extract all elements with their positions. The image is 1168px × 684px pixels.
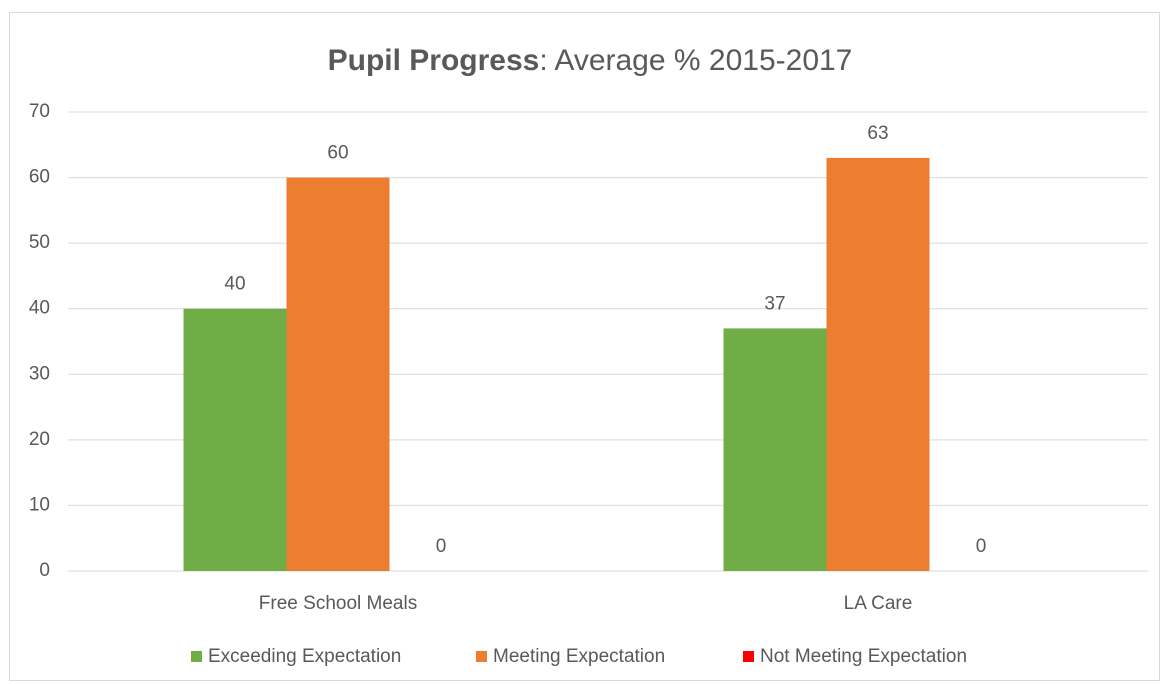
y-tick-label: 40 (29, 298, 50, 319)
y-tick-label: 20 (29, 429, 50, 450)
y-tick-label: 30 (29, 363, 50, 384)
x-tick-label: Free School Meals (259, 593, 417, 614)
bar (826, 157, 930, 571)
chart-title: Pupil Progress: Average % 2015-2017 (328, 44, 853, 77)
legend-swatch (191, 651, 202, 662)
legend-label: Exceeding Expectation (208, 646, 401, 667)
legend-swatch (476, 651, 487, 662)
y-tick-label: 50 (29, 232, 50, 253)
value-label: 63 (867, 123, 888, 144)
title-rest: : Average % 2015-2017 (539, 44, 852, 77)
bar (723, 328, 827, 571)
x-tick-label: LA Care (844, 593, 913, 614)
legend-label: Not Meeting Expectation (760, 646, 967, 667)
value-label: 0 (436, 536, 447, 557)
y-tick-label: 0 (39, 560, 50, 581)
bar (286, 177, 390, 572)
y-tick-label: 60 (29, 167, 50, 188)
title-bold: Pupil Progress (328, 44, 540, 77)
chart-border (9, 12, 1160, 681)
value-label: 0 (976, 536, 987, 557)
bar (183, 308, 287, 571)
legend-label: Meeting Expectation (493, 646, 665, 667)
value-label: 40 (224, 274, 245, 295)
y-tick-label: 10 (29, 494, 50, 515)
value-label: 60 (327, 143, 348, 164)
value-label: 37 (764, 293, 785, 314)
y-tick-label: 70 (29, 101, 50, 122)
legend-swatch (743, 651, 754, 662)
